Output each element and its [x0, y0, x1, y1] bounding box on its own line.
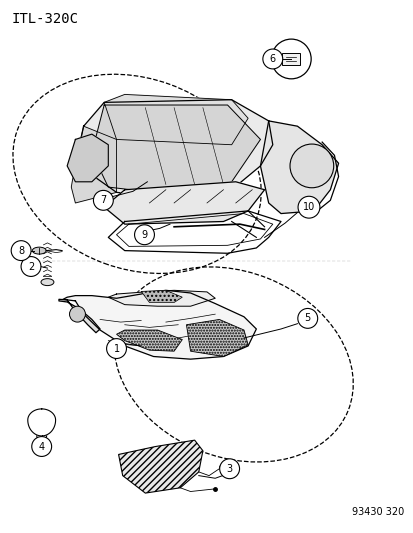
Text: 1: 1	[113, 344, 119, 353]
Text: 10: 10	[302, 202, 314, 212]
Text: 5: 5	[304, 313, 310, 324]
Polygon shape	[104, 94, 247, 145]
Circle shape	[32, 437, 52, 456]
Circle shape	[271, 39, 311, 79]
Circle shape	[134, 225, 154, 245]
Circle shape	[297, 309, 317, 328]
Polygon shape	[63, 290, 256, 359]
Text: 93430 320: 93430 320	[351, 507, 404, 518]
Polygon shape	[71, 126, 116, 203]
Circle shape	[69, 306, 85, 322]
Text: 9: 9	[141, 230, 147, 240]
Text: 4: 4	[38, 441, 45, 451]
Polygon shape	[104, 182, 264, 224]
Circle shape	[93, 190, 113, 210]
Polygon shape	[75, 100, 272, 200]
Polygon shape	[186, 319, 247, 357]
Ellipse shape	[41, 279, 54, 286]
Text: 6: 6	[269, 54, 275, 64]
Polygon shape	[108, 290, 215, 306]
Polygon shape	[118, 440, 202, 493]
Circle shape	[21, 256, 41, 277]
Text: 2: 2	[28, 262, 34, 271]
Polygon shape	[141, 290, 182, 303]
Circle shape	[262, 49, 282, 69]
Polygon shape	[67, 134, 108, 182]
Polygon shape	[92, 105, 260, 197]
Text: 3: 3	[226, 464, 232, 474]
Polygon shape	[260, 121, 338, 214]
Circle shape	[297, 196, 319, 218]
Circle shape	[11, 241, 31, 261]
Polygon shape	[116, 330, 182, 351]
Text: 7: 7	[100, 195, 106, 205]
Polygon shape	[59, 300, 100, 333]
Circle shape	[106, 338, 126, 359]
FancyBboxPatch shape	[282, 53, 299, 65]
Circle shape	[219, 459, 239, 479]
Ellipse shape	[32, 247, 46, 254]
Text: ITL-320C: ITL-320C	[11, 12, 78, 26]
Circle shape	[290, 144, 333, 188]
Text: 8: 8	[18, 246, 24, 256]
